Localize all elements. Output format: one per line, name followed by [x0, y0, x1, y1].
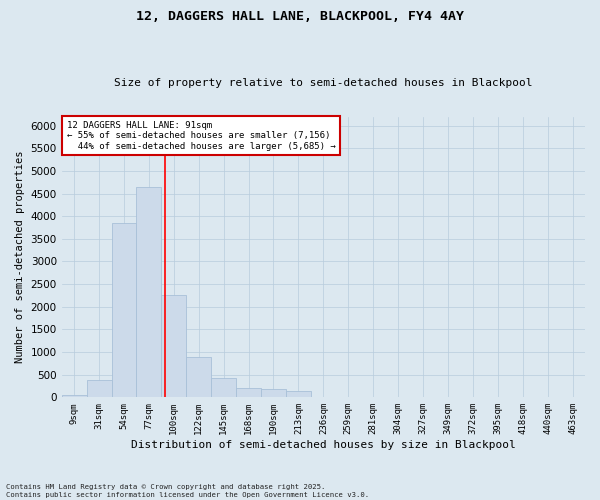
- Bar: [62, 395, 86, 398]
- Text: Contains HM Land Registry data © Crown copyright and database right 2025.
Contai: Contains HM Land Registry data © Crown c…: [6, 484, 369, 498]
- Bar: [211, 378, 236, 398]
- Text: 12 DAGGERS HALL LANE: 91sqm
← 55% of semi-detached houses are smaller (7,156)
  : 12 DAGGERS HALL LANE: 91sqm ← 55% of sem…: [67, 121, 335, 150]
- Bar: [136, 186, 161, 398]
- Bar: [261, 390, 286, 398]
- Title: Size of property relative to semi-detached houses in Blackpool: Size of property relative to semi-detach…: [114, 78, 533, 88]
- Bar: [186, 356, 211, 398]
- Bar: [86, 380, 112, 398]
- Bar: [161, 296, 186, 398]
- Bar: [286, 390, 311, 398]
- Bar: [236, 388, 261, 398]
- X-axis label: Distribution of semi-detached houses by size in Blackpool: Distribution of semi-detached houses by …: [131, 440, 516, 450]
- Bar: [112, 223, 136, 398]
- Text: 12, DAGGERS HALL LANE, BLACKPOOL, FY4 4AY: 12, DAGGERS HALL LANE, BLACKPOOL, FY4 4A…: [136, 10, 464, 23]
- Y-axis label: Number of semi-detached properties: Number of semi-detached properties: [15, 150, 25, 363]
